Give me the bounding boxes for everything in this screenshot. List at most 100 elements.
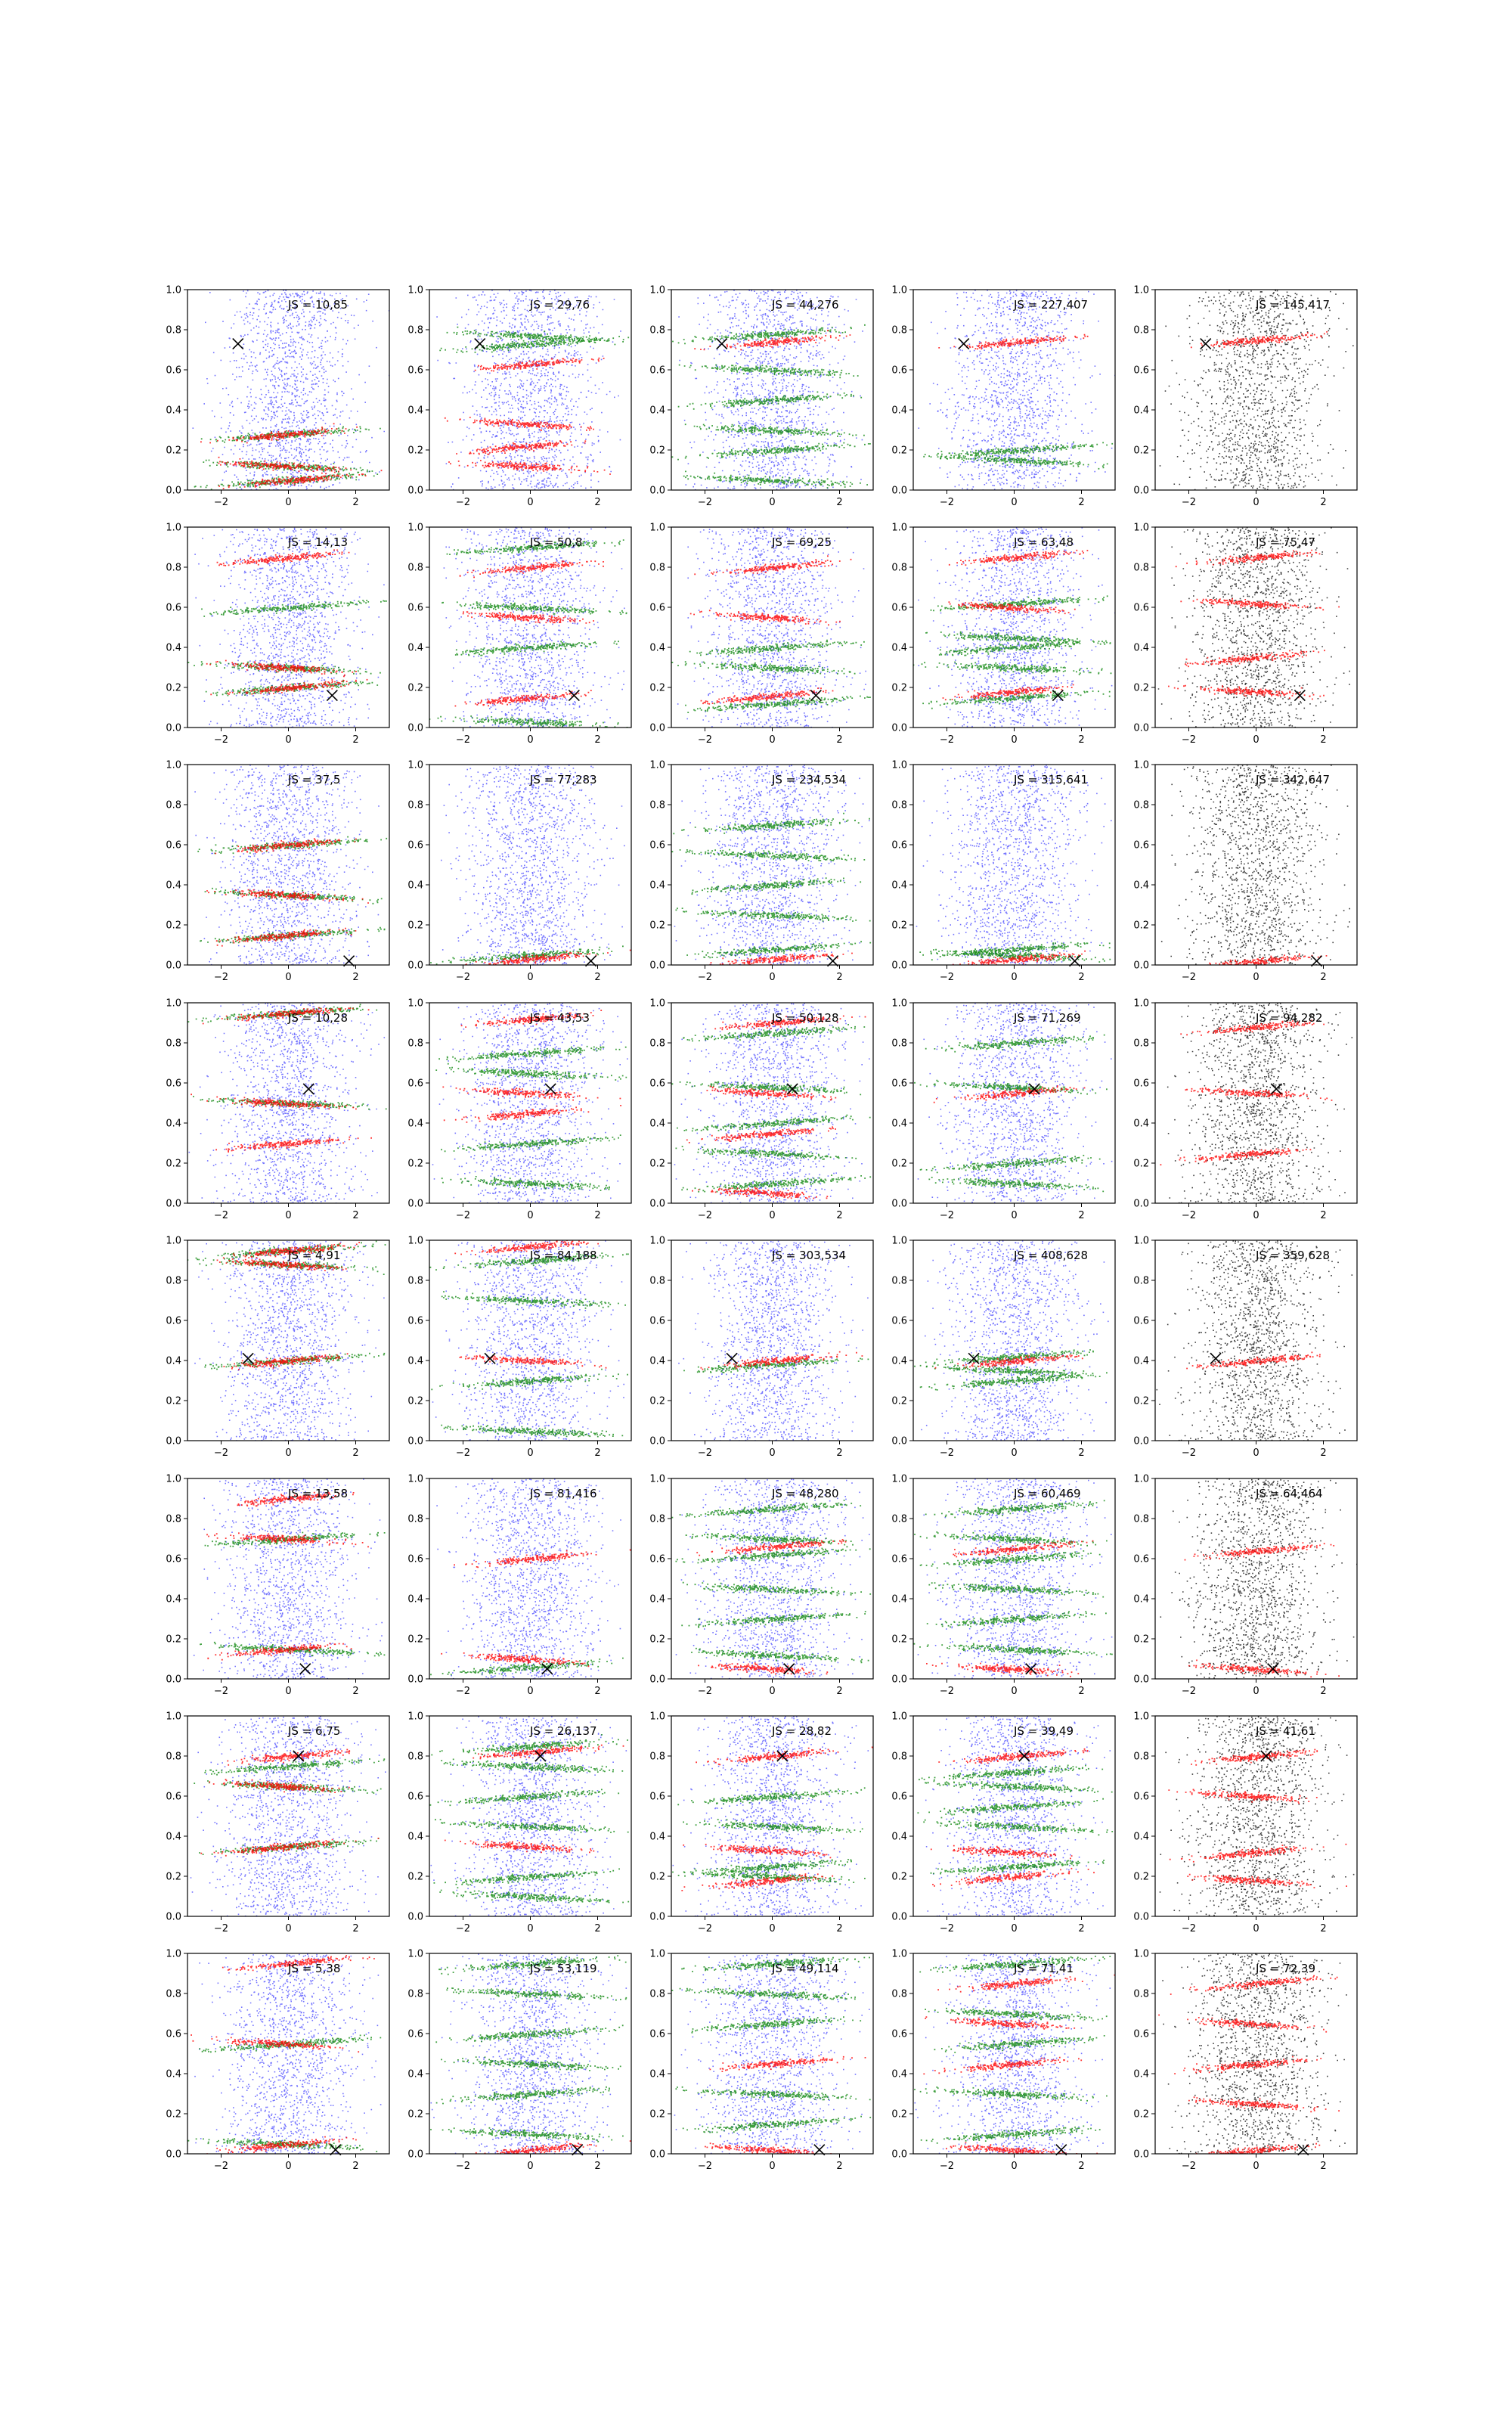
js-annotation: JS = 37,5 xyxy=(287,773,340,786)
y-tick-label: 1.0 xyxy=(1133,1236,1149,1247)
x-tick-label: 0 xyxy=(527,1210,533,1221)
y-tick-label: 0.4 xyxy=(407,1356,423,1367)
js-annotation: JS = 43,53 xyxy=(529,1011,590,1025)
y-tick-label: 0.6 xyxy=(649,840,665,852)
x-tick-label: 2 xyxy=(1320,1686,1326,1697)
y-tick-label: 0.4 xyxy=(407,2069,423,2080)
x-tick-label: 0 xyxy=(527,1447,533,1459)
y-tick-label: 0.8 xyxy=(891,1989,907,2000)
x-tick-label: 0 xyxy=(1011,1686,1017,1697)
y-tick-label: 0.8 xyxy=(649,325,665,337)
x-tick-label: 2 xyxy=(1078,2161,1084,2172)
y-tick-label: 1.0 xyxy=(891,998,907,1010)
y-tick-label: 0.8 xyxy=(407,1276,423,1287)
x-tick-label: 0 xyxy=(769,1923,775,1934)
x-tick-label: 2 xyxy=(1320,734,1326,746)
subplot-r8-c4: −2 0 20.00.20.40.60.81.0JS = 71,41 xyxy=(891,1949,1147,2173)
y-tick-label: 0.0 xyxy=(891,2149,907,2161)
x-tick-label: 2 xyxy=(594,1210,600,1221)
subplot-r5-c2: −2 0 20.00.20.40.60.81.0JS = 84,188 xyxy=(407,1236,654,1460)
y-tick-label: 0.4 xyxy=(891,643,907,654)
y-tick-label: 1.0 xyxy=(407,285,423,296)
subplot-r6-c3: −2 0 20.00.20.40.60.81.0JS = 48,280 xyxy=(647,1474,896,1698)
x-tick-label: 2 xyxy=(1078,1210,1084,1221)
y-tick-label: 0.0 xyxy=(407,1674,423,1686)
y-tick-label: 0.6 xyxy=(891,365,907,377)
y-tick-label: 0.0 xyxy=(891,960,907,972)
x-tick-label: 0 xyxy=(769,734,775,746)
subplot-r3-c3: −2 0 20.00.20.40.60.81.0JS = 234,534 xyxy=(647,760,886,984)
js-annotation: JS = 48,280 xyxy=(771,1487,839,1500)
x-tick-label: −2 xyxy=(1182,497,1196,508)
y-tick-label: 0.4 xyxy=(891,1118,907,1130)
y-tick-label: 0.0 xyxy=(1133,1912,1149,1923)
y-tick-label: 0.4 xyxy=(891,1356,907,1367)
x-tick-label: 2 xyxy=(594,734,600,746)
y-tick-label: 0.4 xyxy=(891,405,907,417)
x-tick-label: −2 xyxy=(456,734,470,746)
y-tick-label: 0.4 xyxy=(1133,643,1149,654)
y-tick-label: 0.4 xyxy=(649,1118,665,1130)
y-tick-label: 0.0 xyxy=(1133,723,1149,734)
y-tick-label: 0.8 xyxy=(649,1038,665,1050)
y-tick-label: 0.6 xyxy=(166,840,181,852)
x-tick-label: 2 xyxy=(594,1447,600,1459)
y-tick-label: 0.2 xyxy=(166,1159,181,1170)
y-tick-label: 1.0 xyxy=(649,760,665,771)
y-tick-label: 1.0 xyxy=(891,523,907,534)
x-tick-label: −2 xyxy=(456,1686,470,1697)
js-annotation: JS = 14,13 xyxy=(287,535,348,549)
plot-area xyxy=(429,290,631,490)
x-tick-label: 2 xyxy=(1078,1686,1084,1697)
x-tick-label: 2 xyxy=(836,734,842,746)
y-tick-label: 0.6 xyxy=(649,365,665,377)
y-tick-label: 0.2 xyxy=(649,1872,665,1883)
y-tick-label: 0.2 xyxy=(407,445,423,457)
y-tick-label: 0.0 xyxy=(407,486,423,497)
y-tick-label: 0.0 xyxy=(166,1436,181,1447)
y-tick-label: 0.6 xyxy=(1133,1078,1149,1090)
y-tick-label: 0.0 xyxy=(649,2149,665,2161)
x-tick-label: 0 xyxy=(527,734,533,746)
plot-area xyxy=(913,765,1115,965)
js-annotation: JS = 303,534 xyxy=(771,1249,846,1262)
y-tick-label: 0.0 xyxy=(166,2149,181,2161)
x-tick-label: 0 xyxy=(1011,734,1017,746)
x-tick-label: −2 xyxy=(940,1447,954,1459)
x-tick-label: −2 xyxy=(1182,972,1196,983)
y-tick-label: 1.0 xyxy=(649,1474,665,1485)
y-tick-label: 0.6 xyxy=(1133,1554,1149,1565)
y-tick-label: 1.0 xyxy=(649,285,665,296)
js-annotation: JS = 4,91 xyxy=(287,1249,340,1262)
y-tick-label: 0.8 xyxy=(166,1038,181,1050)
y-tick-label: 0.6 xyxy=(891,1078,907,1090)
x-tick-label: 0 xyxy=(285,1686,291,1697)
subplot-r1-c1: −2 0 20.00.20.40.60.81.0JS = 10,85 xyxy=(166,285,422,509)
y-tick-label: 0.6 xyxy=(1133,2029,1149,2040)
x-tick-label: 2 xyxy=(1320,972,1326,983)
subplot-r2-c2: −2 0 20.00.20.40.60.81.0JS = 50,8 xyxy=(377,523,654,746)
y-tick-label: 0.6 xyxy=(407,2029,423,2040)
x-tick-label: −2 xyxy=(698,2161,712,2172)
y-tick-label: 1.0 xyxy=(407,760,423,771)
y-tick-label: 0.2 xyxy=(891,445,907,457)
y-tick-label: 0.0 xyxy=(649,1674,665,1686)
js-annotation: JS = 39,49 xyxy=(1013,1724,1074,1738)
y-tick-label: 0.8 xyxy=(1133,1038,1149,1050)
y-tick-label: 1.0 xyxy=(166,760,181,771)
js-annotation: JS = 75,47 xyxy=(1255,535,1315,549)
y-tick-label: 0.6 xyxy=(1133,1792,1149,1803)
subplot-r5-c1: −2 0 20.00.20.40.60.81.0JS = 4,91 xyxy=(166,1236,448,1460)
y-tick-label: 0.0 xyxy=(407,723,423,734)
y-tick-label: 0.6 xyxy=(649,2029,665,2040)
x-tick-label: −2 xyxy=(214,1686,228,1697)
y-tick-label: 0.8 xyxy=(891,563,907,574)
y-tick-label: 0.4 xyxy=(1133,1832,1149,1843)
y-tick-label: 0.8 xyxy=(891,1038,907,1050)
y-tick-label: 0.8 xyxy=(1133,1989,1149,2000)
y-tick-label: 0.6 xyxy=(1133,1316,1149,1327)
y-tick-label: 1.0 xyxy=(1133,1711,1149,1723)
x-tick-label: 0 xyxy=(1011,1447,1017,1459)
subplot-r7-c1: −2 0 20.00.20.40.60.81.0JS = 6,75 xyxy=(166,1711,395,1935)
x-tick-label: 2 xyxy=(1320,1447,1326,1459)
